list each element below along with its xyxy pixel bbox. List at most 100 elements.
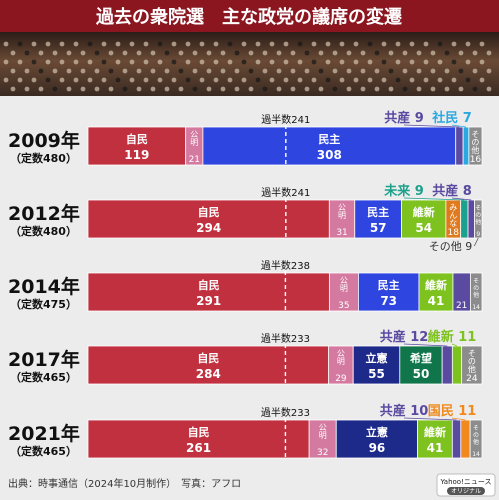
bar-segment-共産 xyxy=(467,199,476,239)
bar-party-char: 公 xyxy=(337,349,345,358)
bar-party-char: 他 xyxy=(473,291,479,299)
footer-source: 出典：時事通信（2024年10月制作） 写真：アフロ xyxy=(8,477,241,490)
row-teisu-label: （定数480） xyxy=(10,224,77,238)
bar-segment-公明 xyxy=(328,345,354,385)
callout-維新: 維新 11 xyxy=(428,329,477,345)
bar-segment-その他 xyxy=(461,345,483,385)
bar-party-char: 公 xyxy=(319,423,327,432)
bar-segment-自民 xyxy=(87,272,330,312)
row-year-label: 2017年 xyxy=(8,348,80,371)
bar-value-label: 41 xyxy=(427,441,444,455)
majority-label: 過半数233 xyxy=(261,332,310,345)
bar-party-char: な xyxy=(449,219,457,228)
callout-共産: 共産 8 xyxy=(432,183,472,199)
bar-value-label: 14 xyxy=(472,304,480,311)
bar-party-label: 立憲 xyxy=(366,351,388,365)
bar-segment-その他 xyxy=(469,419,483,459)
svg-text:オリジナル: オリジナル xyxy=(451,488,481,495)
bar-segment-維新 xyxy=(417,419,453,459)
bar-value-label: 50 xyxy=(413,367,430,381)
bar-party-char: の xyxy=(471,138,479,147)
bar-party-char: 公 xyxy=(190,130,198,139)
callout-共産: 共産 12 xyxy=(380,329,429,345)
callout-leader xyxy=(403,417,457,421)
bar-segment-国民 xyxy=(460,419,471,459)
bar-value-label: 73 xyxy=(380,294,397,308)
row-2014年: 2014年（定数475） 自民 291 公明 35 民主 73 維新 41 21 その他 14 過半数2… xyxy=(8,259,483,313)
bar-value-label: 308 xyxy=(317,148,342,162)
bar-party-char: 他 xyxy=(468,364,476,374)
bar-segment-希望 xyxy=(399,345,443,385)
callout-leader xyxy=(451,124,467,128)
bar-party-char: 明 xyxy=(340,284,348,293)
row-year-label: 2012年 xyxy=(8,202,80,225)
bar-value-label: 41 xyxy=(428,294,445,308)
bottom-note-leader xyxy=(473,237,479,247)
bar-party-char: 他 xyxy=(473,438,479,446)
bar-value-label: 32 xyxy=(317,448,328,458)
bar-party-label: 自民 xyxy=(198,205,220,219)
majority-label: 過半数233 xyxy=(261,406,310,419)
bar-party-char: 他 xyxy=(475,218,481,226)
bar-party-label: 希望 xyxy=(409,351,432,365)
majority-label: 過半数241 xyxy=(261,186,310,199)
bar-party-label: 維新 xyxy=(424,425,446,439)
callout-leader xyxy=(451,197,472,201)
bar-value-label: 294 xyxy=(196,221,221,235)
bar-party-char: 明 xyxy=(338,211,346,220)
row-teisu-label: （定数465） xyxy=(10,370,77,384)
callout-社民: 社民 7 xyxy=(431,110,472,126)
bar-value-label: 24 xyxy=(466,374,478,384)
row-year-label: 2021年 xyxy=(8,422,80,445)
bar-value-label: 9 xyxy=(476,231,480,238)
bar-value-label: 57 xyxy=(370,221,387,235)
bar-party-char: 明 xyxy=(337,357,345,366)
callout-国民: 国民 11 xyxy=(428,404,477,419)
bar-party-char: の xyxy=(473,432,479,439)
callout-leader xyxy=(403,343,448,347)
bar-party-char: そ xyxy=(471,130,479,139)
bar-segment-社民 xyxy=(462,126,470,166)
row-teisu-label: （定数465） xyxy=(10,444,77,458)
row-2021年: 2021年（定数465） 自民 261 公明 32 立憲 96 維新 41 その他 14 過半数233… xyxy=(8,403,483,460)
bar-segment-立憲 xyxy=(335,419,419,459)
bar-segment-維新 xyxy=(451,345,463,385)
bar-party-char: み xyxy=(449,203,457,212)
header-bar xyxy=(0,0,499,32)
bar-party-char: の xyxy=(473,285,479,292)
bottom-note: その他 9 xyxy=(429,240,473,253)
row-year-label: 2014年 xyxy=(8,275,80,298)
bar-value-label: 18 xyxy=(448,228,460,238)
bar-value-label: 35 xyxy=(338,301,349,311)
bar-party-label: 民主 xyxy=(318,132,340,146)
bar-segment-共産 xyxy=(455,126,464,166)
bar-segment-公明 xyxy=(328,199,356,239)
bar-segment-民主 xyxy=(202,126,457,166)
callout-leader xyxy=(451,417,466,421)
bar-party-label: 維新 xyxy=(413,205,435,219)
yahoo-news-logo: Yahoo!ニュース オリジナル xyxy=(436,473,496,497)
bar-value-label: 54 xyxy=(415,221,432,235)
bar-party-char: 明 xyxy=(190,138,198,147)
bar-segment-自民 xyxy=(87,126,187,166)
bar-segment-自民 xyxy=(87,199,330,239)
bar-segment-民主 xyxy=(354,199,402,239)
bar-value-label: 96 xyxy=(369,441,386,455)
bar-party-char: 公 xyxy=(340,276,348,285)
bar-value-label: 21 xyxy=(189,155,200,165)
bar-party-label: 維新 xyxy=(425,278,447,292)
bar-value-label: 284 xyxy=(196,367,221,381)
bar-party-label: 自民 xyxy=(197,351,219,365)
bar-segment-維新 xyxy=(401,199,447,239)
bar-value-label: 29 xyxy=(335,374,347,384)
bar-party-char: ん xyxy=(449,211,457,220)
bar-value-label: 261 xyxy=(186,441,211,455)
bar-party-char: そ xyxy=(473,278,479,285)
bar-party-char: 他 xyxy=(471,145,479,155)
bar-value-label: 119 xyxy=(124,148,149,162)
bar-value-label: 291 xyxy=(196,294,221,308)
bar-segment-共産 xyxy=(451,419,462,459)
